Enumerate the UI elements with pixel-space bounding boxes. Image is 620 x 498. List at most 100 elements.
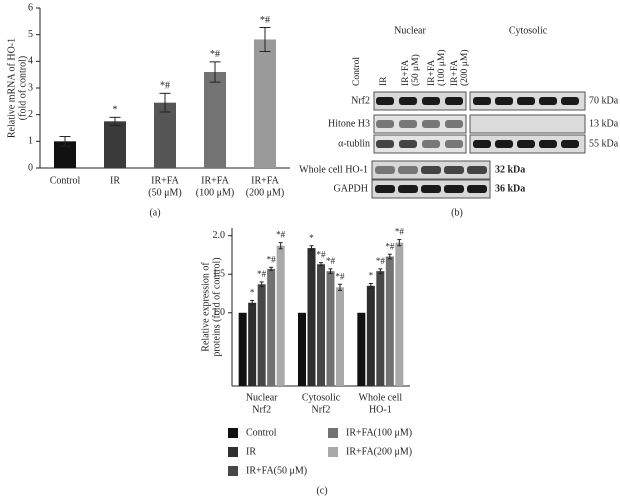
legend-swatch — [228, 428, 238, 438]
x-tick-label: IR — [110, 175, 120, 186]
significance-label: *# — [317, 250, 327, 260]
band — [376, 120, 394, 128]
band — [399, 140, 417, 148]
row-size: 32 kDa — [495, 164, 525, 175]
bar — [254, 39, 276, 168]
lane-label: Control — [352, 57, 362, 86]
row-size: 55 kDa — [589, 138, 619, 149]
bar — [204, 72, 226, 168]
x-tick-label: Nrf2 — [252, 404, 271, 415]
panel-label: (a) — [149, 207, 160, 218]
x-tick-label: Nrf2 — [312, 404, 331, 415]
x-tick-label: Cytosolic — [302, 392, 341, 403]
bar — [248, 302, 257, 386]
y-tick-label: 3 — [28, 82, 33, 93]
blot-group: Cytosolic — [509, 25, 548, 36]
band — [467, 185, 487, 193]
band — [473, 140, 491, 148]
bar — [298, 312, 306, 386]
significance-label: * — [309, 233, 314, 243]
bar — [267, 268, 276, 386]
bar — [317, 264, 325, 386]
y-tick-label: 6 — [28, 2, 33, 13]
panel-label: (b) — [451, 207, 463, 218]
band — [375, 185, 395, 193]
row-label: GAPDH — [334, 183, 368, 194]
blot-box — [373, 91, 467, 111]
x-tick-label: IR+FA — [201, 175, 229, 186]
x-tick-label: (200 μM) — [246, 187, 284, 198]
band — [376, 97, 394, 105]
lane-label: IR — [379, 76, 389, 86]
legend-label: IR+FA(100 μM) — [346, 427, 412, 438]
legend-label: Control — [246, 427, 277, 438]
lane-label: IR+FA — [401, 60, 411, 86]
blot-group: Nuclear — [394, 25, 426, 36]
legend-label: IR+FA(200 μM) — [346, 446, 412, 457]
band — [473, 97, 491, 105]
bar — [257, 284, 266, 386]
panel-label: (c) — [316, 485, 327, 496]
band — [444, 185, 464, 193]
significance-label: *# — [376, 256, 386, 266]
x-tick-label: Nuclear — [246, 392, 278, 403]
significance-label: *# — [260, 15, 270, 26]
band — [399, 120, 417, 128]
row-label: α-tublin — [338, 138, 370, 149]
band — [445, 97, 463, 105]
legend-swatch — [328, 428, 338, 438]
significance-label: *# — [160, 81, 170, 92]
y-axis-label: (fold of control) — [17, 56, 28, 120]
y-tick-label: 1 — [28, 136, 33, 147]
significance-label: *# — [210, 49, 220, 60]
band — [517, 140, 535, 148]
x-tick-label: Control — [50, 175, 81, 186]
legend-swatch — [328, 447, 338, 457]
band — [422, 97, 440, 105]
blot-box — [373, 134, 467, 154]
y-axis-label: proteins (fold of control) — [211, 257, 222, 356]
x-tick-label: (50 μM) — [148, 187, 181, 198]
x-tick-label: HO-1 — [369, 404, 392, 415]
bar — [54, 141, 76, 168]
band — [445, 120, 463, 128]
row-label: Nrf2 — [351, 95, 370, 106]
row-label: Hitone H3 — [328, 118, 370, 129]
band — [444, 166, 464, 174]
band — [495, 140, 513, 148]
x-tick-label: IR+FA — [151, 175, 179, 186]
x-tick-label: (100 μM) — [196, 187, 234, 198]
band — [539, 140, 557, 148]
legend-swatch — [228, 447, 238, 457]
y-tick-label: 1.0 — [213, 307, 226, 318]
band — [421, 166, 441, 174]
row-size: 36 kDa — [495, 183, 525, 194]
band — [376, 140, 394, 148]
y-tick-label: 5 — [28, 29, 33, 40]
y-axis-label: Relative mRNA of HO-1 — [6, 38, 17, 138]
y-tick-label: 2 — [28, 109, 33, 120]
bar — [276, 245, 285, 386]
bar — [326, 271, 335, 386]
significance-label: *# — [385, 241, 395, 251]
bar — [238, 312, 247, 386]
y-tick-label: 0 — [28, 162, 33, 173]
significance-label: *# — [276, 230, 286, 240]
bar — [104, 121, 126, 168]
bar — [385, 256, 394, 386]
significance-label: * — [250, 288, 255, 298]
x-tick-label: IR+FA — [251, 175, 279, 186]
band — [375, 166, 395, 174]
legend-swatch — [228, 466, 238, 476]
significance-label: *# — [257, 269, 267, 279]
significance-label: * — [113, 105, 118, 116]
lane-label: (200 μM) — [459, 50, 470, 87]
band — [398, 185, 418, 193]
band — [539, 97, 557, 105]
band — [561, 140, 579, 148]
band — [561, 97, 579, 105]
blot-box — [469, 114, 586, 134]
band — [495, 97, 513, 105]
bar — [357, 312, 366, 386]
